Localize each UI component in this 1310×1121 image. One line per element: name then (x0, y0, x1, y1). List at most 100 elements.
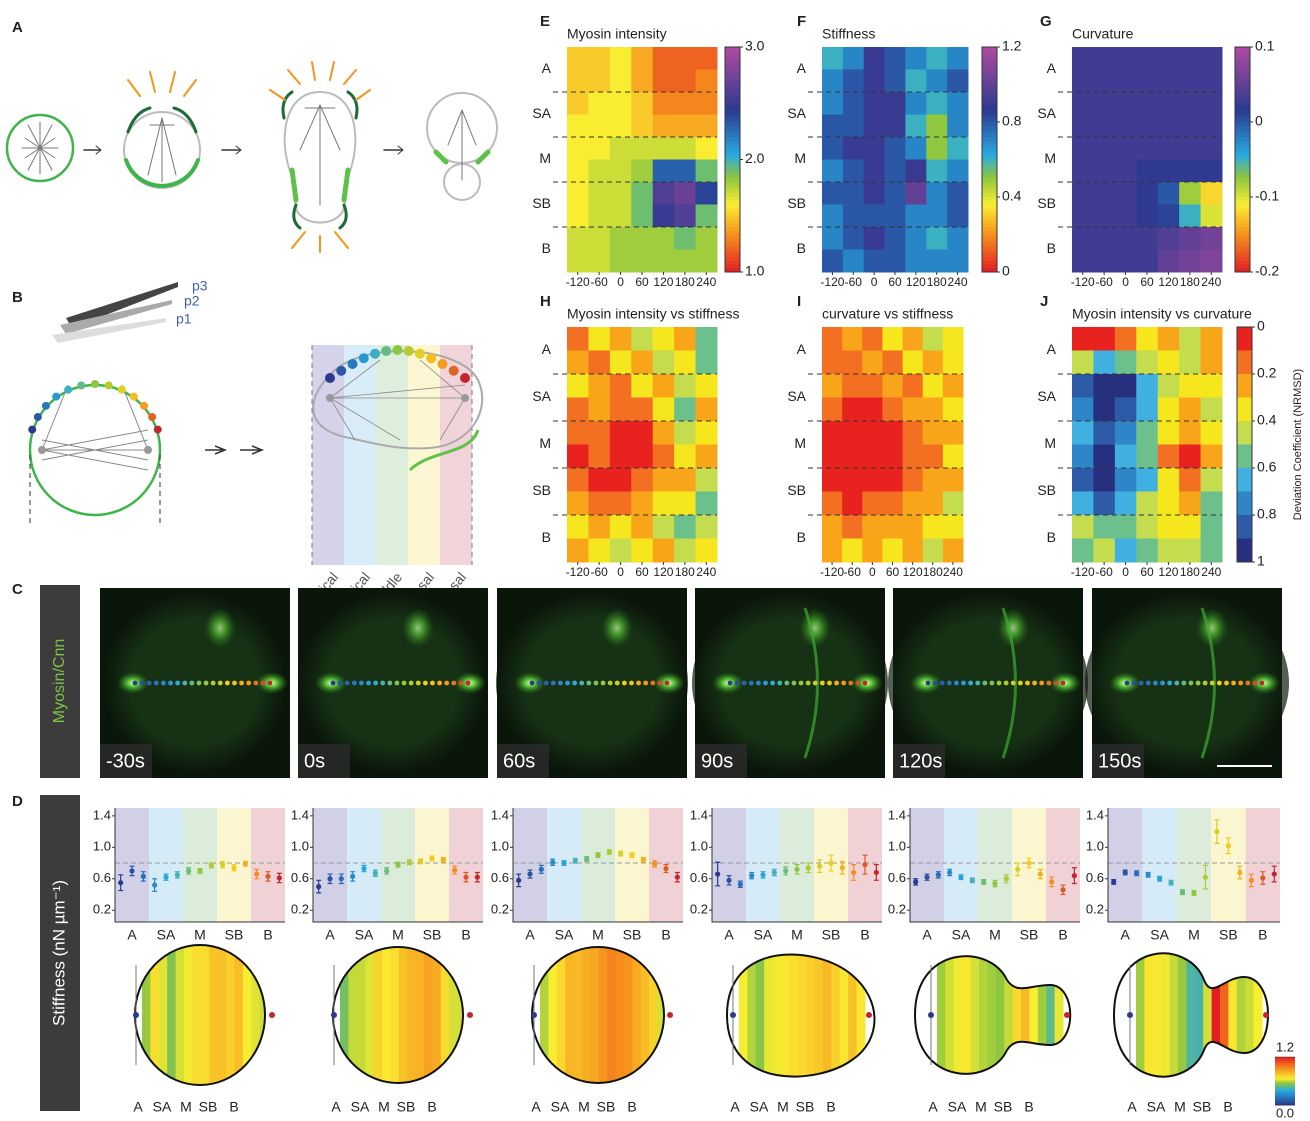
colorbar-step (725, 88, 740, 92)
track-dot (140, 681, 145, 686)
colorbar-step (725, 92, 740, 96)
colorbar-step (982, 85, 997, 89)
heatmap-cell (1072, 539, 1094, 563)
track-dot (1210, 681, 1215, 686)
figure: Myosin/Cnn Stiffness (nN µm⁻¹) ABCDEFGHI… (0, 0, 1310, 1121)
data-point (516, 878, 521, 883)
colorbar-step (982, 133, 997, 137)
heatmap-cell (1115, 445, 1137, 469)
data-point (163, 875, 168, 880)
track-dot (352, 681, 357, 686)
heatmap-cell (1158, 47, 1180, 70)
y-tick-label: 1.4 (888, 807, 906, 822)
x-tick-label: 0 (869, 565, 876, 579)
heatmap-cell (674, 398, 696, 422)
colorbar-step (982, 111, 997, 115)
heatmap-cell (567, 421, 589, 445)
track-dot (197, 681, 202, 686)
stiffness-strip (1153, 935, 1162, 1095)
colorbar-step (725, 171, 740, 175)
heatmap-cell (926, 250, 947, 273)
stiffness-strip (739, 935, 748, 1095)
heatmap-cell (822, 468, 843, 492)
colorbar-tick-label: 0.2 (1257, 365, 1277, 381)
track-dot (728, 681, 733, 686)
heatmap-cell (610, 539, 632, 563)
heatmap-cell (631, 137, 653, 160)
y-tick-label: 0.2 (291, 902, 309, 917)
heatmap-cell (567, 468, 589, 492)
colorbar-step (725, 103, 740, 107)
heatmap-cell (905, 182, 926, 205)
y-category-label: SA (1037, 388, 1056, 404)
shape-region-label: A (331, 1099, 341, 1115)
data-point (1249, 878, 1254, 883)
x-tick-label: 240 (696, 275, 716, 289)
heatmap-cell (905, 250, 926, 273)
heatmap-cell (674, 515, 696, 539)
heatmap-cell (1093, 70, 1115, 93)
colorbar-tick-label: 0.4 (1002, 188, 1022, 204)
region-band (115, 808, 149, 922)
heatmap-cell (864, 182, 885, 205)
colorbar-step (982, 130, 997, 134)
y-tick-label: 1.0 (291, 839, 309, 854)
probe-dot (348, 359, 358, 369)
heatmap-cell (1115, 421, 1137, 445)
heatmap-cell (567, 70, 589, 93)
stiffness-strip (848, 935, 857, 1095)
heatmap-cell (567, 205, 589, 228)
heatmap-cell (947, 227, 968, 250)
stiffness-strip (1161, 935, 1170, 1095)
colorbar-step (1235, 148, 1250, 152)
colorbar-tick-label: 0.8 (1002, 113, 1022, 129)
heatmap-cell (674, 468, 696, 492)
heatmap-cell (1179, 227, 1201, 250)
colorbar-step (982, 160, 997, 164)
track-dot (1231, 681, 1236, 686)
shape-region-label: SA (1147, 1099, 1166, 1115)
colorbar-step (725, 62, 740, 66)
stiffness-strip (1220, 935, 1229, 1095)
heatmap-cell (1115, 137, 1137, 160)
heatmap-cell (631, 327, 653, 351)
colorbar-step (725, 77, 740, 81)
shape-region-label: A (133, 1099, 143, 1115)
y-category-label: SB (787, 482, 806, 498)
colorbar-step (1235, 55, 1250, 59)
probe-dot (130, 393, 138, 401)
heatmap-cell (588, 182, 610, 205)
heatmap-cell (843, 250, 864, 273)
stiffness-strip (641, 935, 650, 1095)
stiffness-map (739, 935, 866, 1095)
track-dot (954, 681, 959, 686)
colorbar-step (1235, 51, 1250, 55)
colorbar-step (725, 253, 740, 257)
colorbar-step (725, 261, 740, 265)
x-category-label: SB (822, 927, 841, 943)
data-point (395, 862, 400, 867)
heatmap-cell (822, 374, 843, 398)
probe-dot (77, 381, 85, 389)
heatmap-cell (882, 515, 903, 539)
heatmap-cell (1115, 227, 1137, 250)
heatmap-cell (882, 351, 903, 375)
track-dot (594, 681, 599, 686)
colorbar-step (982, 178, 997, 182)
track-dot (827, 681, 832, 686)
heatmap-cell (1136, 421, 1158, 445)
heatmap-cell (862, 492, 883, 516)
heatmap-cell (882, 398, 903, 422)
x-tick-label: 120 (1158, 275, 1178, 289)
region-band (1046, 808, 1080, 922)
heatmap-cell (862, 374, 883, 398)
colorbar-step (725, 235, 740, 239)
heatmap-cell (923, 398, 944, 422)
heatmap-cell (923, 421, 944, 445)
colorbar-step (725, 130, 740, 134)
heatmap-cell (610, 137, 632, 160)
colorbar-step (1235, 85, 1250, 89)
colorbar-tick-label: 0.0 (1276, 1105, 1294, 1120)
colorbar-step (982, 223, 997, 227)
heatmap-cell (923, 374, 944, 398)
